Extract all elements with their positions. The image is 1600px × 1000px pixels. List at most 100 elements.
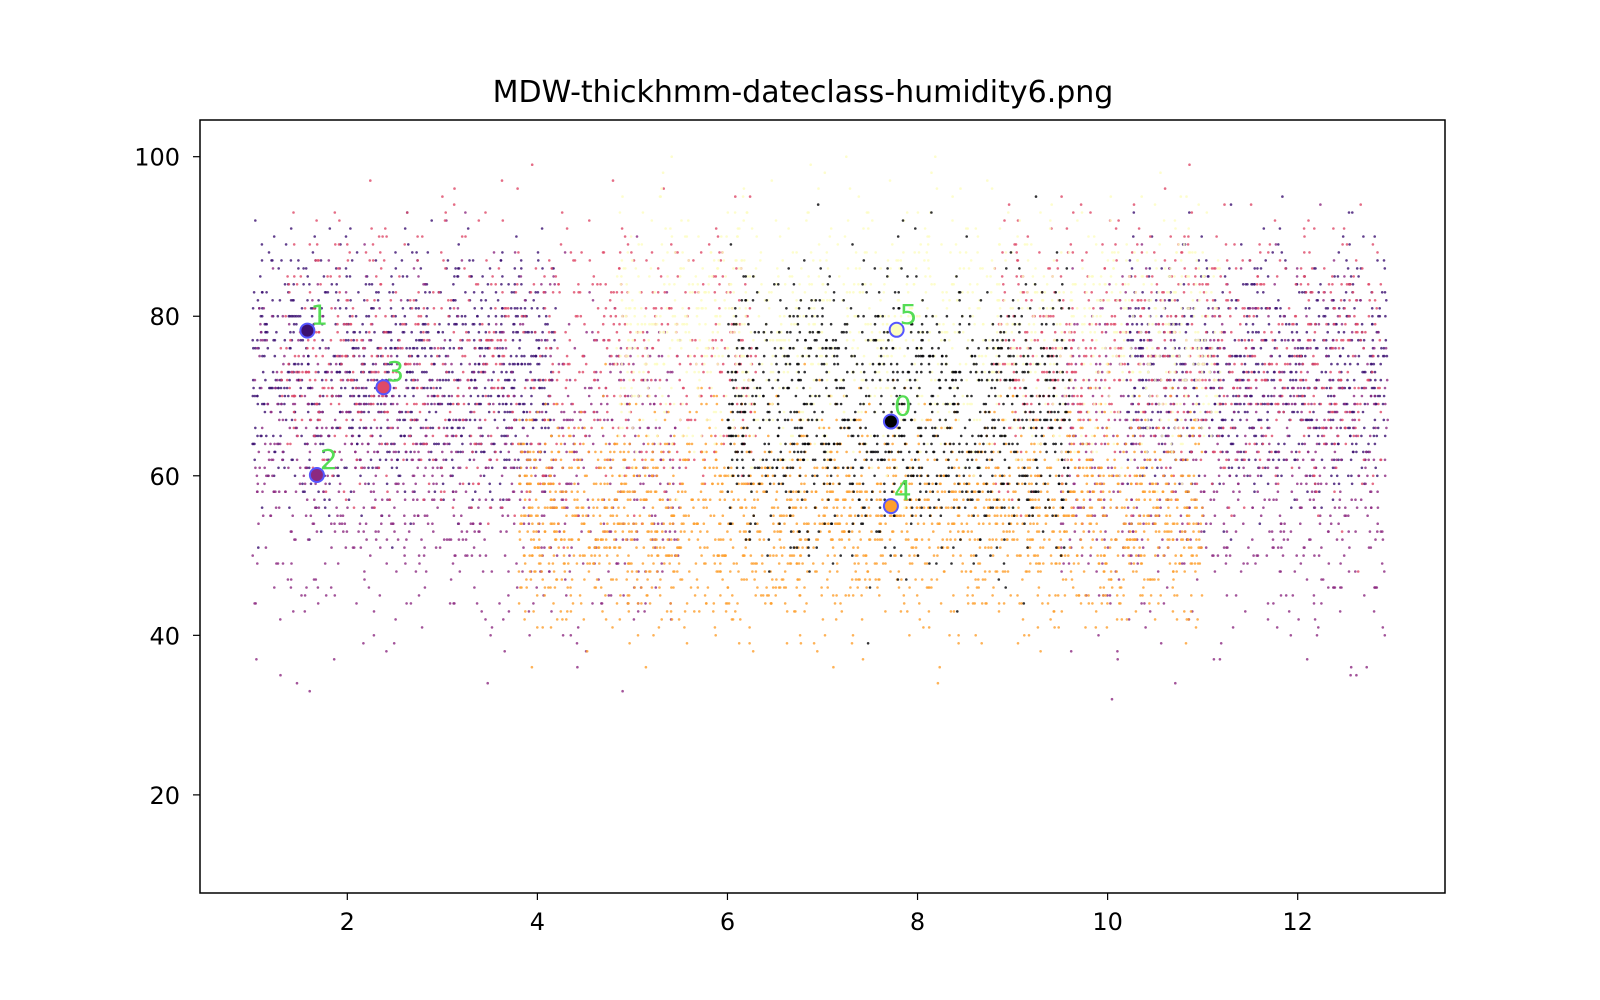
data-point — [422, 338, 426, 342]
data-point — [1000, 275, 1004, 278]
data-point — [737, 299, 741, 302]
data-point — [1038, 251, 1041, 254]
data-point — [441, 450, 444, 454]
data-point — [1319, 482, 1323, 486]
data-point — [330, 283, 334, 286]
data-point — [1255, 283, 1259, 286]
data-point — [544, 346, 548, 350]
data-point — [560, 426, 563, 430]
data-point — [352, 506, 356, 510]
data-point — [1227, 354, 1231, 358]
data-point — [529, 370, 532, 374]
data-point — [1243, 458, 1246, 462]
data-point — [1082, 354, 1086, 358]
data-point — [582, 466, 585, 470]
data-point — [572, 458, 576, 462]
data-point — [1137, 346, 1141, 350]
data-point — [317, 490, 320, 494]
data-point — [438, 378, 442, 382]
data-point — [439, 490, 443, 494]
data-point — [453, 187, 456, 190]
data-point — [389, 330, 393, 334]
data-point — [313, 338, 316, 342]
data-point — [1056, 378, 1060, 382]
data-point — [1227, 466, 1231, 470]
data-point — [1348, 243, 1351, 246]
data-point — [375, 426, 379, 430]
data-point — [1121, 283, 1125, 286]
data-point — [1313, 466, 1316, 470]
data-point — [1282, 538, 1286, 541]
data-point — [609, 314, 613, 318]
data-point — [316, 418, 320, 422]
data-point — [432, 482, 435, 486]
data-point — [1295, 554, 1298, 557]
data-point — [500, 434, 504, 438]
data-point — [608, 442, 611, 446]
data-point — [1317, 482, 1320, 486]
data-point — [684, 291, 687, 294]
data-point — [273, 442, 276, 446]
data-point — [505, 426, 508, 430]
data-point — [1088, 442, 1091, 446]
data-point — [1242, 370, 1246, 374]
data-point — [457, 346, 461, 350]
data-point — [1172, 402, 1175, 406]
data-point — [300, 362, 304, 366]
data-point — [1262, 394, 1266, 398]
data-point — [623, 322, 627, 326]
data-point — [1169, 378, 1172, 382]
data-point — [1360, 322, 1364, 326]
data-point — [447, 370, 451, 374]
data-point — [1128, 370, 1131, 374]
data-point — [362, 642, 365, 645]
data-point — [499, 498, 502, 502]
data-point — [426, 426, 430, 430]
data-point — [482, 450, 485, 454]
data-point — [1306, 370, 1309, 374]
data-point — [489, 307, 493, 310]
data-point — [1384, 346, 1388, 350]
data-point — [1314, 362, 1317, 366]
data-point — [1254, 378, 1258, 382]
data-point — [474, 386, 478, 390]
data-point — [348, 251, 352, 254]
data-point — [281, 562, 285, 565]
data-point — [376, 450, 380, 454]
data-point — [1213, 314, 1217, 318]
data-point — [474, 346, 477, 350]
data-point — [1071, 307, 1074, 310]
data-point — [1075, 514, 1078, 517]
data-point — [498, 346, 502, 350]
data-point — [565, 378, 568, 382]
data-point — [1339, 586, 1342, 589]
data-point — [568, 338, 572, 342]
data-point — [1060, 570, 1063, 573]
data-point — [1003, 291, 1007, 294]
data-point — [352, 546, 356, 549]
data-point — [1093, 346, 1097, 350]
data-point — [1244, 434, 1247, 438]
data-point — [1103, 267, 1107, 270]
data-point — [1376, 522, 1379, 525]
data-point — [496, 338, 500, 342]
data-point — [1272, 498, 1275, 502]
data-point — [1141, 291, 1144, 294]
data-point — [470, 410, 473, 414]
data-point — [1325, 386, 1328, 390]
data-point — [408, 346, 412, 350]
data-point — [1243, 362, 1247, 366]
data-point — [452, 514, 456, 517]
data-point — [451, 370, 454, 374]
data-point — [336, 354, 339, 358]
data-point — [1134, 346, 1137, 350]
data-point — [265, 434, 268, 438]
data-point — [416, 378, 419, 382]
data-point — [378, 594, 382, 597]
data-point — [1379, 410, 1383, 414]
data-point — [427, 482, 431, 486]
data-point — [403, 522, 407, 525]
data-point — [567, 322, 571, 326]
data-point — [612, 291, 615, 294]
data-point — [1343, 307, 1346, 310]
